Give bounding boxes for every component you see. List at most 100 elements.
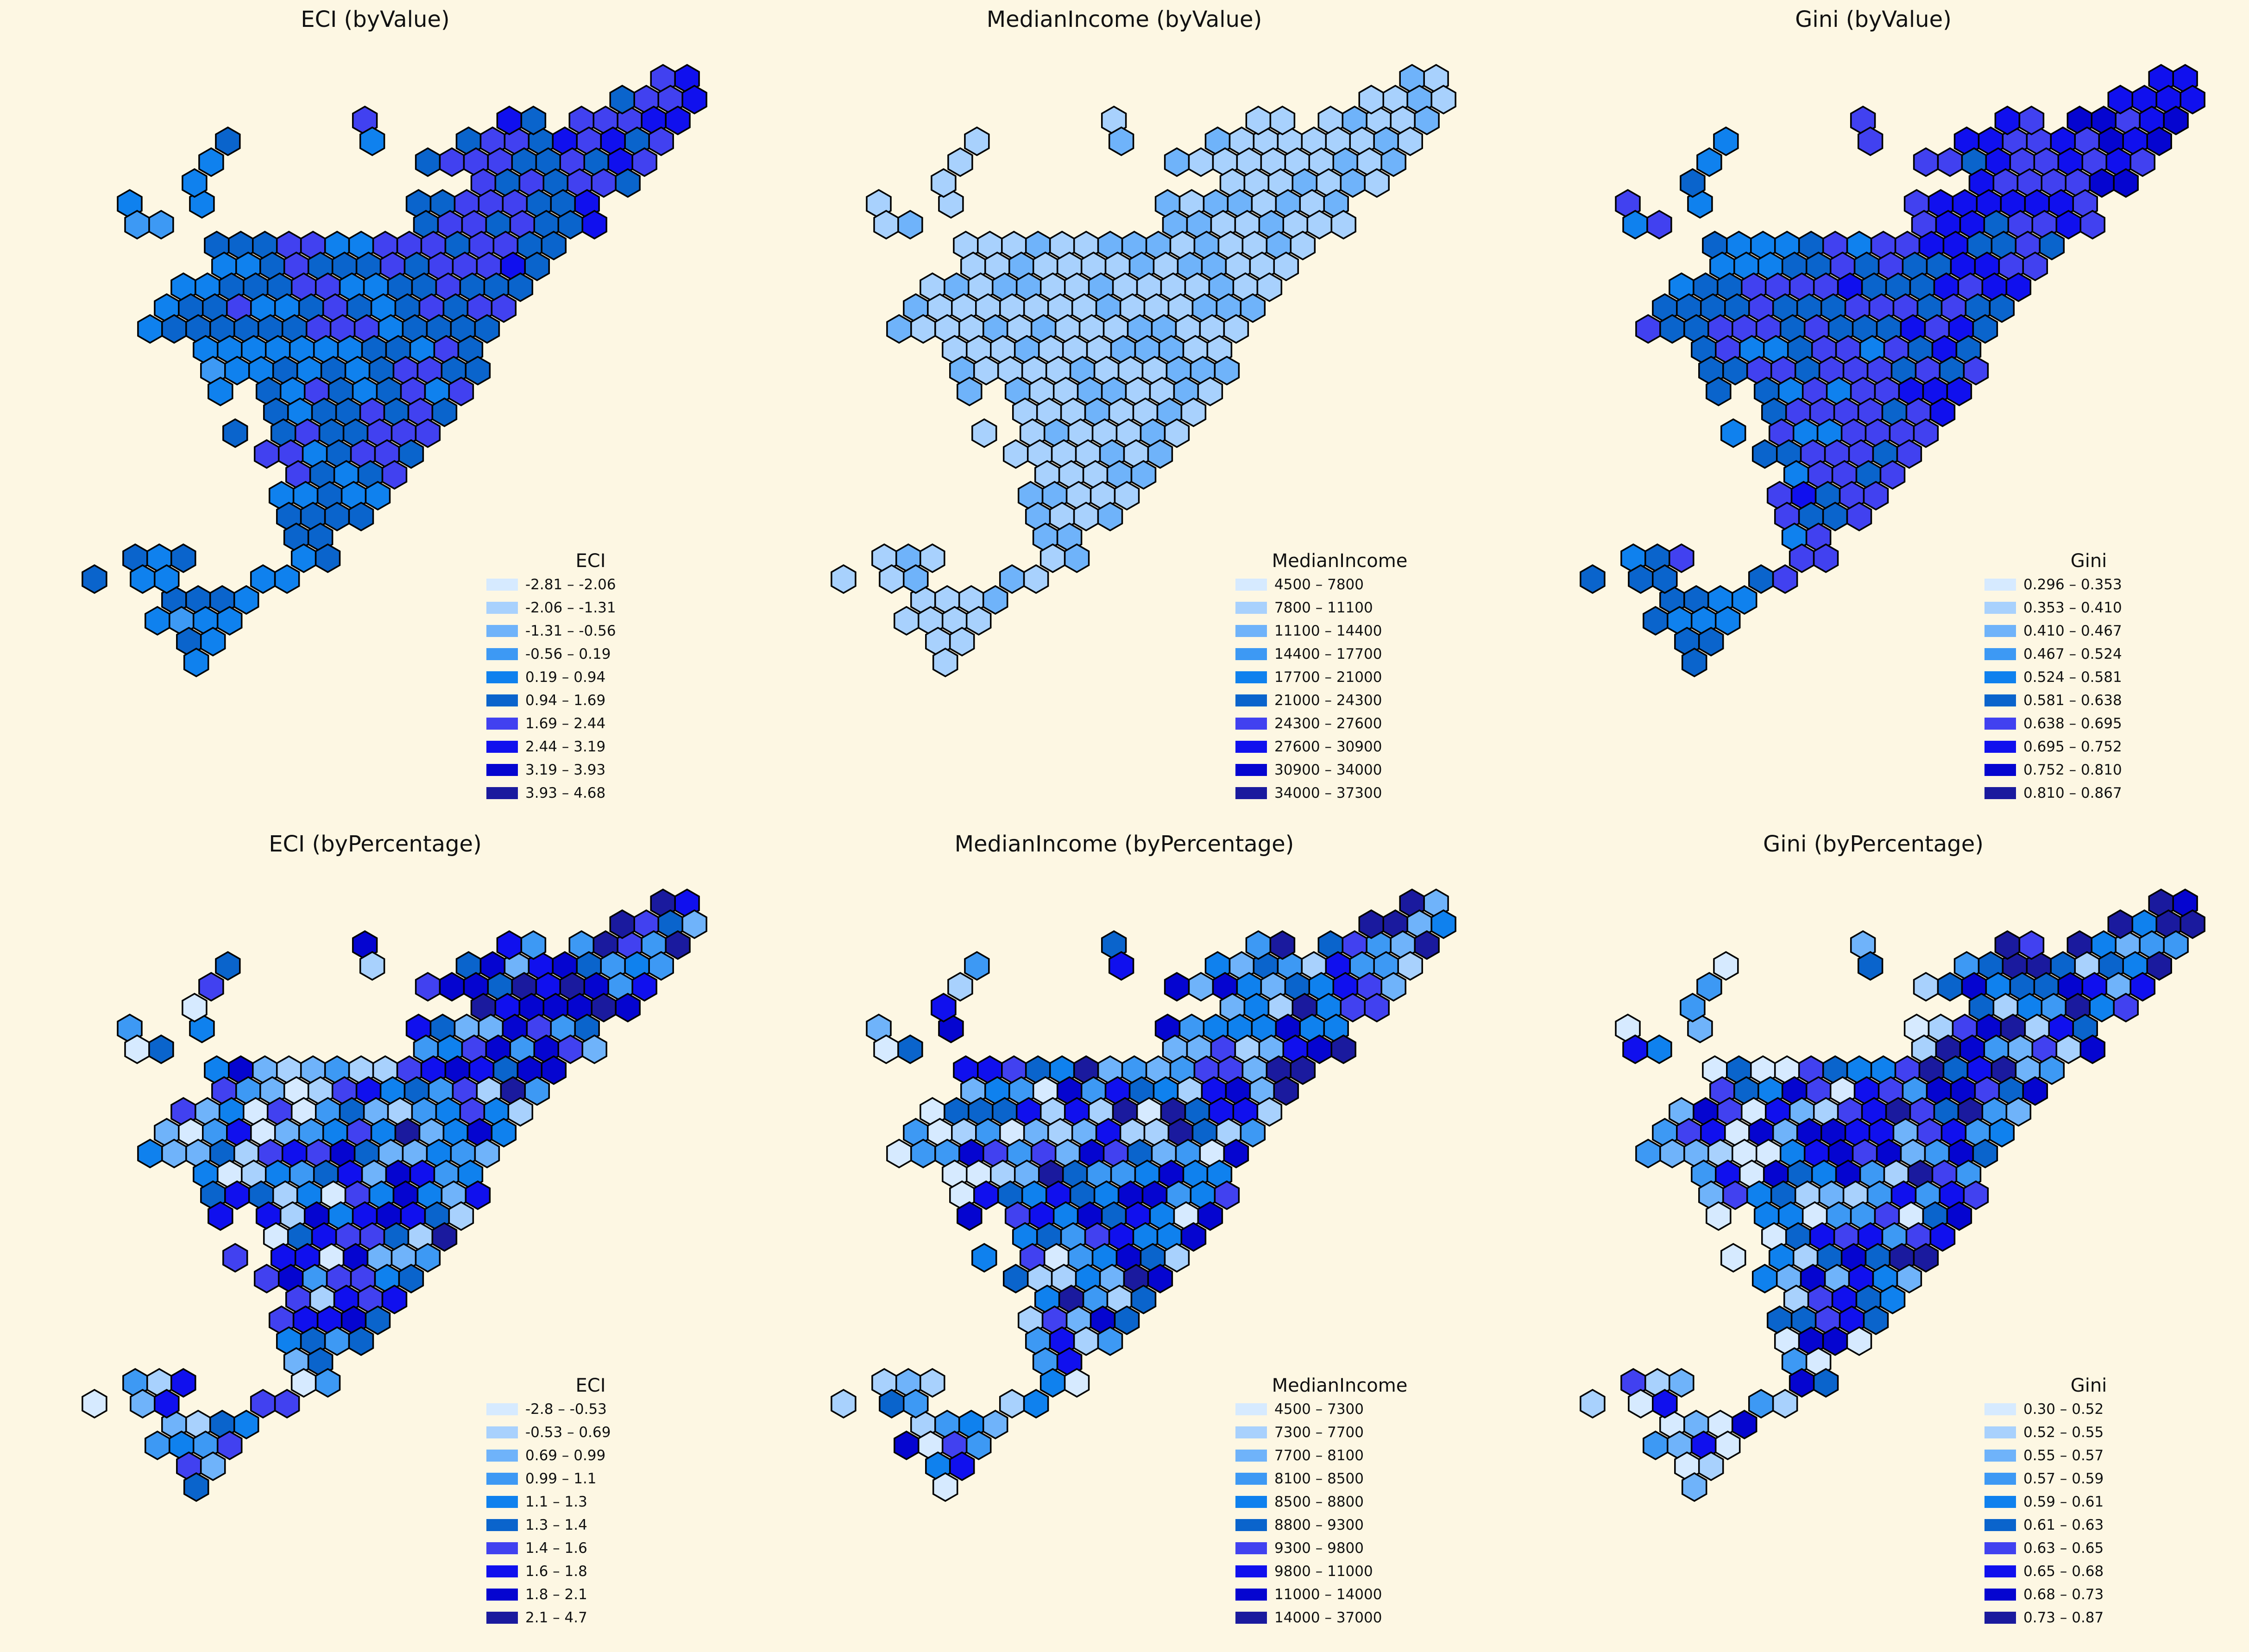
legend-swatch [1235,694,1267,706]
map-region [1188,971,1214,1002]
map-region [1064,543,1090,574]
hex-cells [1580,63,2205,678]
map-region [2163,105,2189,136]
hex-map [1580,888,2205,1502]
map-region [130,1388,156,1419]
map-region [581,209,607,240]
map-region [1846,501,1872,532]
legend-swatch [486,1519,518,1531]
legend-item: 21000 – 24300 [1235,689,1444,712]
map-region [879,564,905,594]
map-region [200,626,226,657]
map-region [1245,105,1272,136]
map-legend: Gini 0.296 – 0.353 0.353 – 0.410 0.410 – 0… [1984,549,2193,805]
legend-label: 8100 – 8500 [1274,1470,1364,1487]
legend-item: 0.94 – 1.69 [486,689,695,712]
map-region [520,930,547,960]
map-legend: ECI -2.8 – -0.53 -0.53 – 0.69 0.69 – 0.99 0… [486,1374,695,1629]
map-region [1628,564,1654,594]
map-region [920,543,945,574]
panel-title: Gini (byPercentage) [1763,831,1984,857]
legend-swatch [1984,1565,2016,1577]
map-region [1863,480,1889,511]
map-region [894,605,920,636]
map-region [324,1326,350,1356]
hex-map [82,888,707,1502]
map-region [1748,564,1774,594]
legend-item: -0.53 – 0.69 [486,1421,695,1444]
map-region [903,1388,929,1419]
legend-label: 0.581 – 0.638 [2023,692,2122,709]
map-region [1180,1222,1207,1252]
map-region [2018,105,2045,136]
map-region [82,564,107,594]
legend-item: 30900 – 34000 [1235,758,1444,782]
map-region [1214,355,1240,386]
map-region [965,1430,992,1461]
map-region [648,951,674,981]
map-region [1023,1388,1049,1419]
legend-item: 0.524 – 0.581 [1984,666,2193,689]
map-region [1108,951,1134,981]
map-region [1772,1388,1798,1419]
map-region [1643,605,1669,636]
map-region [1896,439,1922,469]
map-region [2180,84,2205,115]
map-region [1273,251,1299,282]
map-region [222,1242,248,1273]
map-region [2039,230,2065,261]
map-region [1430,84,1456,115]
map-region [1635,314,1661,344]
map-region [250,564,276,594]
map-region [130,564,156,594]
map-region [831,1388,857,1419]
legend-label: 0.353 – 0.410 [2023,599,2122,616]
legend-item: 27600 – 30900 [1235,735,1444,758]
map-region [137,1138,163,1169]
legend-item: 7700 – 8100 [1235,1444,1444,1467]
map-region [1722,1180,1748,1211]
legend-label: 0.59 – 0.61 [2023,1494,2104,1510]
legend-swatch [1984,1403,2016,1415]
map-region [1643,1430,1669,1461]
legend-title: MedianIncome [1272,1375,1408,1396]
legend-item: 9300 – 9800 [1235,1537,1444,1560]
map-region [1846,1326,1872,1356]
map-region [348,501,374,532]
hex-cells [831,888,1456,1502]
map-region [894,1430,920,1461]
legend-label: 0.73 – 0.87 [2023,1609,2104,1626]
legend-item: 9800 – 11000 [1235,1560,1444,1583]
map-region [1635,1138,1661,1169]
legend-label: 0.52 – 0.55 [2023,1424,2104,1441]
map-region [170,543,196,574]
map-region [1714,605,1741,636]
map-region [1340,168,1366,198]
legend-label: 11100 – 14400 [1274,623,1382,639]
map-region [439,147,465,177]
legend-item: -0.56 – 0.19 [486,643,695,666]
map-region [1751,1263,1778,1294]
map-region [253,439,280,469]
map-region [1340,992,1366,1023]
legend-item: 1.69 – 2.44 [486,712,695,735]
map-region [886,1138,912,1169]
legend-label: -2.06 – -1.31 [525,599,616,616]
legend-item: 0.296 – 0.353 [1984,573,2193,596]
map-region [609,909,635,939]
map-region [324,501,350,532]
map-region [665,930,691,960]
map-region [1731,585,1758,615]
map-region [2018,930,2045,960]
map-region [1652,1388,1678,1419]
map-region [1879,1284,1906,1315]
map-region [581,1034,607,1065]
map-region [1330,209,1356,240]
legend-item: 1.6 – 1.8 [486,1560,695,1583]
map-region [1713,126,1739,157]
legend-swatch [486,1565,518,1577]
map-region [274,564,300,594]
map-region [1269,930,1296,960]
map-region [465,355,491,386]
legend-item: 0.467 – 0.524 [1984,643,2193,666]
